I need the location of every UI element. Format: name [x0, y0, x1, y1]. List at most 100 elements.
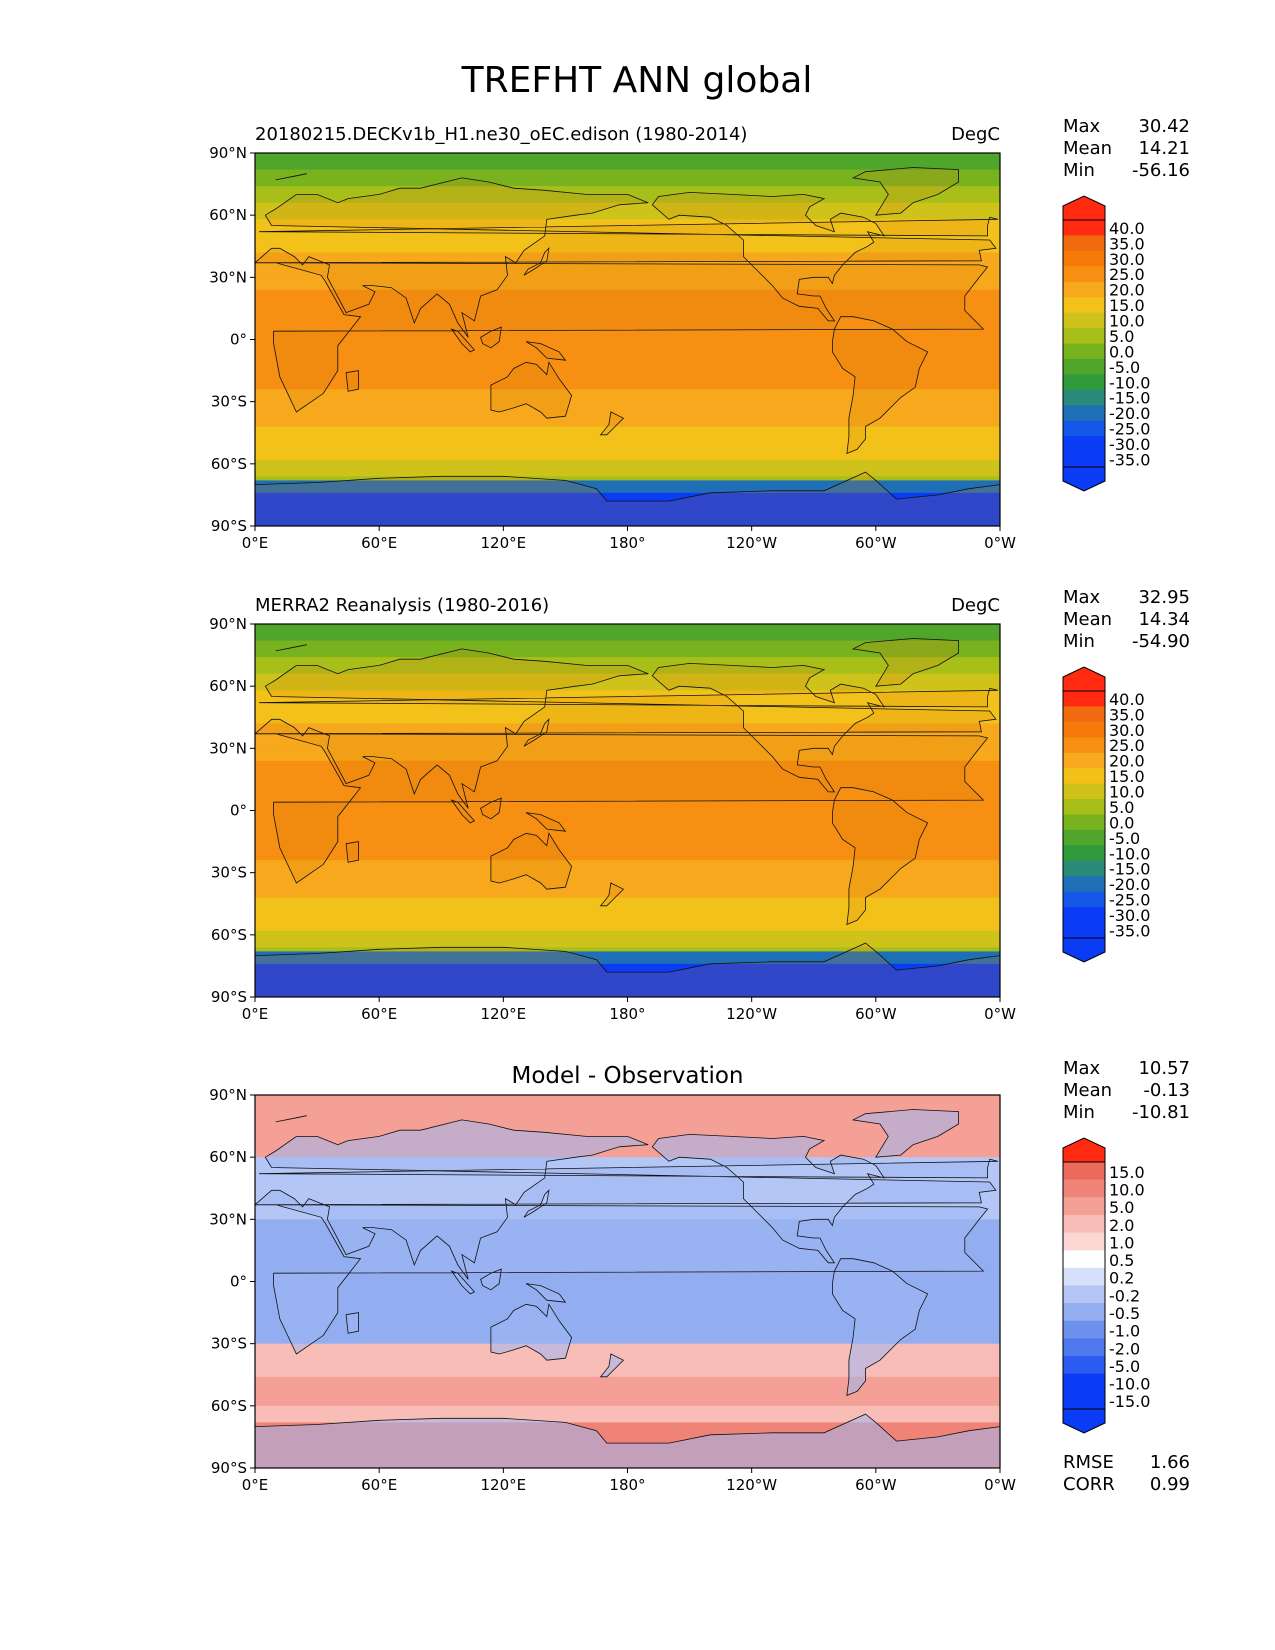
field-band [255, 682, 1000, 687]
y-tick-label: 60°S [211, 1397, 247, 1415]
colorbar-segment [1063, 1162, 1105, 1181]
field-band [255, 951, 1000, 957]
field-band [255, 943, 1000, 948]
colorbar-segment [1063, 1285, 1105, 1304]
y-tick-label: 90°N [209, 615, 247, 633]
field-band [255, 467, 1000, 473]
y-tick-label: 30°N [209, 739, 247, 757]
field-band [255, 922, 1000, 928]
field-band [255, 252, 1000, 258]
field-band [255, 1347, 1000, 1353]
field-band [255, 789, 1000, 795]
field-band [255, 934, 1000, 940]
field-band [255, 661, 1000, 667]
stat-value-min: -56.16 [1132, 160, 1190, 181]
field-band [255, 397, 1000, 403]
field-band [255, 484, 1000, 490]
field-band [255, 343, 1000, 349]
field-band [255, 405, 1000, 411]
colorbar-segment [1063, 1214, 1105, 1234]
field-band [255, 905, 1000, 911]
field-band [255, 760, 1000, 766]
colorbar-segment [1063, 220, 1105, 236]
stat-label-max: Max [1063, 587, 1101, 608]
field-band [255, 194, 1000, 200]
colorbar-tick-label: -20.0 [1109, 875, 1150, 894]
field-band [255, 860, 1000, 865]
field-band [255, 169, 1000, 175]
field-band [255, 206, 1000, 212]
field-band [255, 1434, 1000, 1440]
field-band [255, 1335, 1000, 1341]
field-band [255, 1115, 1000, 1121]
x-tick-label: 120°E [481, 1476, 527, 1494]
field-band [255, 959, 1000, 965]
y-tick-label: 90°S [211, 517, 247, 535]
colorbar-segment [1063, 1267, 1105, 1286]
colorbar-segment [1063, 250, 1105, 267]
field-band [255, 1285, 1000, 1291]
field-band [255, 173, 1000, 179]
stat-value-mean: 14.21 [1138, 138, 1190, 159]
x-tick-label: 120°W [726, 534, 777, 552]
field-band [255, 802, 1000, 807]
field-band [255, 1364, 1000, 1370]
field-band [255, 967, 1000, 973]
field-band [255, 285, 1000, 291]
colorbar-segment [1063, 312, 1105, 329]
field-band [255, 277, 1000, 283]
stat-value-rmse: 1.66 [1150, 1452, 1190, 1473]
field-band [255, 256, 1000, 262]
field-band [255, 814, 1000, 820]
field-band [255, 1124, 1000, 1129]
colorbar: 40.035.030.025.020.015.010.05.00.0-5.0-1… [1062, 666, 1150, 963]
colorbar-tick-label: 15.0 [1109, 767, 1145, 786]
field-band [255, 1385, 1000, 1390]
x-tick-label: 60°E [361, 1476, 397, 1494]
field-band [255, 1438, 1000, 1444]
colorbar-tick-label: 15.0 [1109, 1163, 1145, 1182]
field-band [255, 1132, 1000, 1138]
coastline [255, 1109, 1000, 1468]
field-band [255, 744, 1000, 749]
field-band [255, 422, 1000, 428]
field-band [255, 443, 1000, 448]
field-band [255, 880, 1000, 886]
field-band [255, 240, 1000, 245]
field-band [255, 505, 1000, 511]
field-band [255, 735, 1000, 741]
colorbar-tick-label: -0.5 [1109, 1304, 1140, 1323]
colorbar-tick-label: 40.0 [1109, 690, 1145, 709]
figure-title: TREFHT ANN global [461, 60, 813, 101]
field-band [255, 889, 1000, 894]
field-band [255, 215, 1000, 220]
field-band [255, 389, 1000, 394]
colorbar-segment [1063, 768, 1105, 785]
field-band [255, 636, 1000, 642]
field-band [255, 264, 1000, 270]
field-band [255, 438, 1000, 444]
field-band [255, 632, 1000, 638]
colorbar-tick-label: -35.0 [1109, 450, 1150, 469]
x-tick-label: 0°E [242, 1005, 269, 1023]
field-band [255, 669, 1000, 675]
colorbar-segment [1063, 814, 1105, 831]
colorbar-tick-label: 25.0 [1109, 265, 1145, 284]
colorbar-segment [1063, 451, 1105, 468]
field-band [255, 368, 1000, 374]
field-band [255, 698, 1000, 704]
panel-observation: 0°E 60°E 120°E 180° 120°W 60°W 0°W 90°N 60°N 30°N… [209, 587, 1190, 1023]
field-band [255, 827, 1000, 832]
stat-value-mean: -0.13 [1143, 1080, 1190, 1101]
y-tick-label: 90°N [209, 144, 247, 162]
colorbar-tick-label: 1.0 [1109, 1233, 1134, 1252]
y-tick-label: 30°S [211, 1335, 247, 1353]
panel-title: Model - Observation [511, 1063, 743, 1089]
field-band [255, 955, 1000, 961]
land-tint [255, 638, 1000, 997]
field-band [255, 273, 1000, 278]
field-band [255, 847, 1000, 853]
field-band [255, 186, 1000, 191]
panel-units: DegC [951, 124, 1000, 145]
field-band [255, 302, 1000, 307]
